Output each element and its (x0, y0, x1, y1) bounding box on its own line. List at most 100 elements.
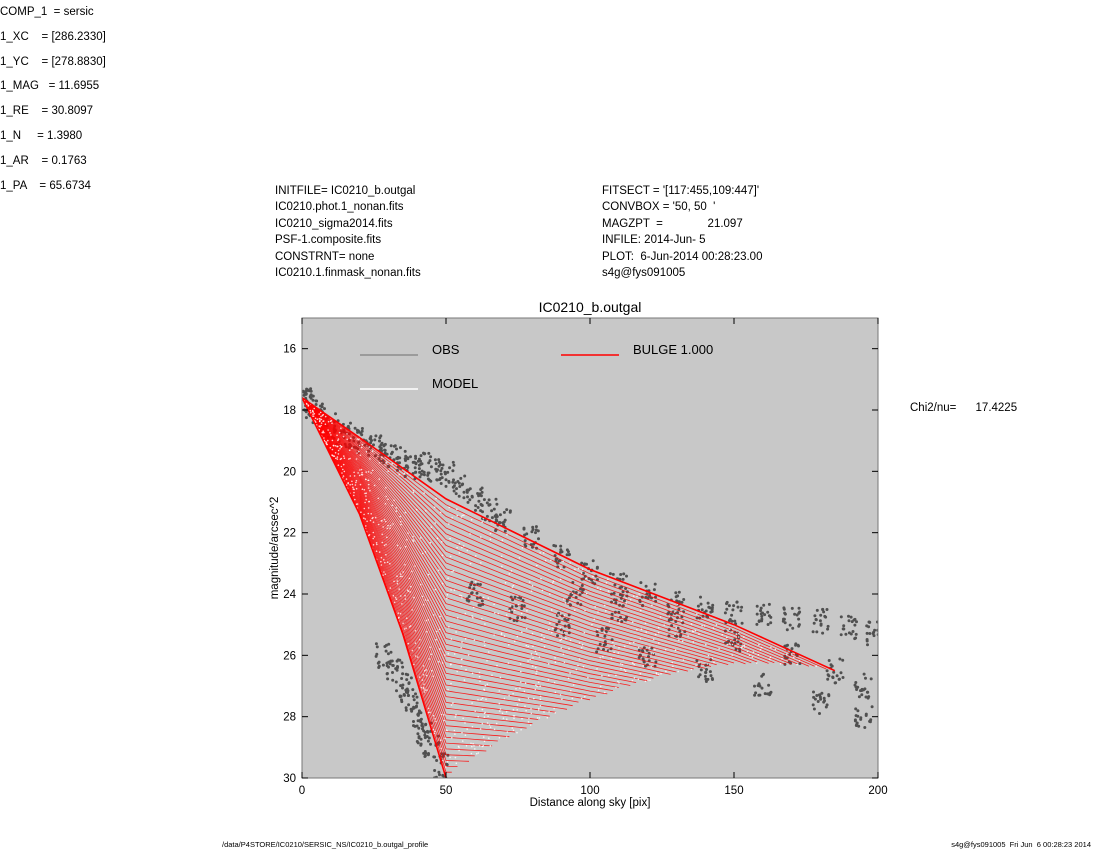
model-point (554, 712, 556, 714)
obs-point (639, 581, 643, 585)
model-point (562, 598, 565, 600)
obs-point (305, 387, 309, 391)
obs-point (727, 604, 731, 608)
obs-point (416, 712, 420, 716)
model-point (341, 472, 343, 474)
model-point (437, 661, 440, 663)
model-point (503, 697, 506, 700)
model-point (372, 531, 375, 534)
model-point (631, 621, 634, 623)
model-point (398, 616, 400, 619)
obs-point (424, 723, 428, 727)
obs-point (534, 531, 537, 535)
model-point (613, 651, 615, 654)
obs-point (399, 684, 403, 688)
model-point (583, 631, 586, 634)
obs-point (438, 460, 441, 464)
model-point (470, 518, 473, 521)
model-point (508, 573, 511, 575)
model-point (608, 621, 611, 623)
model-point (536, 564, 538, 567)
model-point (562, 560, 564, 563)
model-point (427, 573, 430, 576)
obs-point (384, 649, 388, 653)
obs-point (395, 668, 399, 672)
model-point (458, 749, 460, 752)
model-point (395, 598, 398, 601)
model-point (352, 488, 355, 490)
model-point (387, 524, 389, 527)
model-point (340, 427, 342, 430)
obs-point (710, 610, 714, 613)
obs-point (864, 712, 868, 716)
model-point (464, 734, 467, 736)
model-point (624, 645, 626, 648)
model-point (332, 444, 335, 447)
model-point (574, 609, 576, 611)
obs-point (437, 464, 441, 468)
obs-point (755, 622, 759, 626)
model-point (620, 667, 622, 670)
obs-point (857, 724, 861, 728)
legend-label: MODEL (432, 376, 478, 391)
model-point (384, 520, 387, 523)
model-point (371, 517, 374, 520)
obs-point (448, 466, 452, 470)
model-point (625, 602, 628, 604)
model-point (501, 539, 504, 541)
obs-point (797, 606, 801, 610)
obs-point (404, 706, 408, 710)
model-point (351, 483, 354, 486)
model-point (623, 668, 626, 671)
bulge-line (302, 397, 596, 697)
model-point (456, 670, 459, 673)
obs-point (798, 610, 802, 614)
model-point (491, 674, 493, 676)
obs-point (298, 401, 301, 404)
model-point (372, 544, 375, 546)
obs-point (580, 584, 584, 587)
model-point (405, 617, 408, 619)
bulge-line (302, 397, 786, 665)
obs-point (482, 498, 486, 502)
model-point (524, 705, 526, 707)
model-point (538, 656, 541, 658)
model-point (534, 688, 537, 691)
model-point (433, 506, 436, 509)
model-point (559, 639, 561, 642)
model-point (369, 489, 371, 492)
model-point (474, 748, 476, 750)
model-point (489, 726, 492, 728)
obs-point (423, 733, 427, 737)
model-point (571, 697, 574, 700)
model-point (389, 524, 392, 527)
obs-point (451, 480, 455, 484)
bulge-line (302, 397, 579, 703)
model-point (534, 666, 537, 669)
obs-point (309, 387, 313, 391)
obs-point (516, 616, 520, 620)
model-point (486, 722, 489, 724)
obs-point (654, 660, 658, 664)
model-point (585, 592, 588, 595)
obs-point (413, 466, 417, 470)
model-point (540, 577, 542, 580)
obs-point (411, 694, 415, 698)
model-point (319, 411, 322, 414)
model-point (508, 644, 510, 646)
x-tick-label: 150 (724, 785, 743, 797)
obs-point (423, 730, 427, 734)
obs-point (476, 582, 480, 586)
model-point (441, 759, 444, 761)
model-point (313, 407, 316, 410)
header-left-line: IC0210.1.finmask_nonan.fits (275, 267, 421, 280)
model-point (354, 484, 357, 486)
model-point (423, 492, 425, 494)
model-point (464, 722, 466, 724)
obs-point (458, 485, 462, 488)
model-point (375, 550, 378, 552)
model-point (533, 697, 535, 700)
model-point (462, 717, 464, 720)
model-point (578, 658, 581, 660)
